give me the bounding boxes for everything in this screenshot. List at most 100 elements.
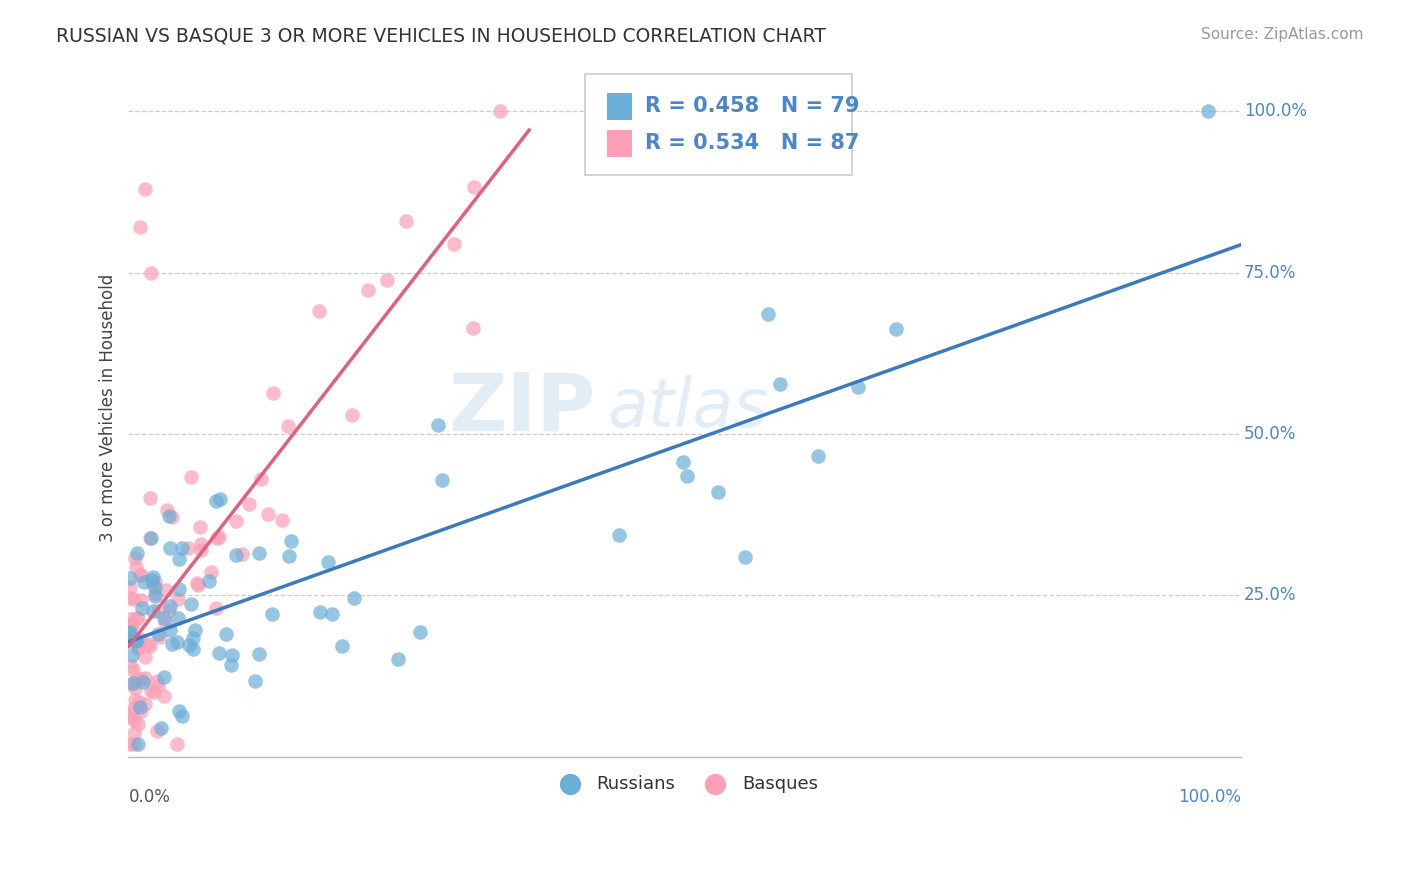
Point (181, 642, 204, 657)
Point (247, 546, 270, 560)
Point (188, 520, 211, 534)
Point (125, 560, 148, 574)
Point (271, 513, 294, 527)
Point (176, 541, 198, 556)
Point (148, 604, 170, 618)
Point (157, 603, 180, 617)
Point (409, 624, 432, 639)
Point (134, 182, 156, 196)
Point (118, 709, 141, 723)
Point (243, 674, 266, 689)
Point (118, 737, 141, 751)
Point (146, 673, 169, 688)
Point (132, 675, 155, 690)
Point (250, 472, 273, 486)
Point (463, 179, 485, 194)
Text: R = 0.458   N = 79: R = 0.458 N = 79 (645, 96, 859, 116)
Point (394, 214, 416, 228)
Point (125, 611, 148, 625)
Point (387, 652, 409, 666)
Point (257, 507, 280, 521)
Text: 25.0%: 25.0% (1244, 586, 1296, 605)
Point (127, 737, 149, 751)
Point (166, 634, 188, 648)
Point (118, 612, 141, 626)
Point (127, 641, 149, 656)
Point (127, 611, 149, 625)
Point (159, 623, 181, 637)
Point (1197, 104, 1219, 119)
Point (128, 695, 150, 709)
Point (186, 576, 208, 591)
Point (142, 577, 165, 591)
Point (675, 469, 697, 483)
Text: 0.0%: 0.0% (128, 789, 170, 806)
Point (125, 632, 148, 647)
Point (122, 714, 145, 728)
Point (758, 307, 780, 321)
Point (200, 565, 222, 579)
Point (208, 492, 231, 507)
Point (190, 537, 212, 551)
Point (280, 533, 302, 548)
Text: ZIP: ZIP (449, 369, 596, 447)
Point (124, 692, 146, 706)
Point (169, 582, 191, 597)
Point (139, 491, 162, 506)
Point (143, 685, 166, 699)
Point (278, 549, 301, 563)
Point (330, 639, 353, 653)
Point (132, 574, 155, 589)
Point (120, 659, 142, 673)
Point (127, 672, 149, 686)
Point (129, 568, 152, 582)
Point (426, 418, 449, 433)
Point (129, 673, 152, 687)
Point (121, 617, 143, 632)
Point (122, 737, 145, 751)
Point (127, 717, 149, 731)
Point (143, 575, 166, 590)
Point (607, 528, 630, 542)
Point (166, 610, 188, 624)
Point (166, 591, 188, 606)
Text: 75.0%: 75.0% (1244, 264, 1296, 282)
Point (124, 592, 146, 607)
Point (769, 376, 792, 391)
Point (308, 303, 330, 318)
Point (247, 647, 270, 661)
Point (121, 634, 143, 648)
Point (129, 568, 152, 582)
Point (139, 532, 162, 546)
Point (142, 569, 165, 583)
Point (342, 408, 364, 422)
Point (309, 605, 332, 619)
Point (343, 591, 366, 606)
Point (118, 706, 141, 720)
Point (208, 530, 231, 544)
Point (139, 266, 162, 280)
Point (160, 510, 183, 524)
Point (179, 639, 201, 653)
Text: RUSSIAN VS BASQUE 3 OR MORE VEHICLES IN HOUSEHOLD CORRELATION CHART: RUSSIAN VS BASQUE 3 OR MORE VEHICLES IN … (56, 27, 827, 45)
Point (166, 737, 188, 751)
Point (121, 648, 143, 662)
Point (207, 532, 229, 546)
Point (128, 220, 150, 235)
Point (172, 541, 194, 556)
Point (142, 604, 165, 618)
Point (120, 632, 142, 646)
Legend: Russians, Basques: Russians, Basques (544, 767, 825, 800)
Point (167, 704, 190, 718)
Point (231, 547, 253, 561)
Point (316, 555, 339, 569)
Point (134, 671, 156, 685)
Point (139, 684, 162, 698)
Point (129, 593, 152, 607)
Text: Source: ZipAtlas.com: Source: ZipAtlas.com (1201, 27, 1364, 42)
Point (153, 670, 176, 684)
Point (128, 632, 150, 647)
Point (180, 470, 202, 484)
Point (706, 484, 728, 499)
Point (150, 721, 173, 735)
